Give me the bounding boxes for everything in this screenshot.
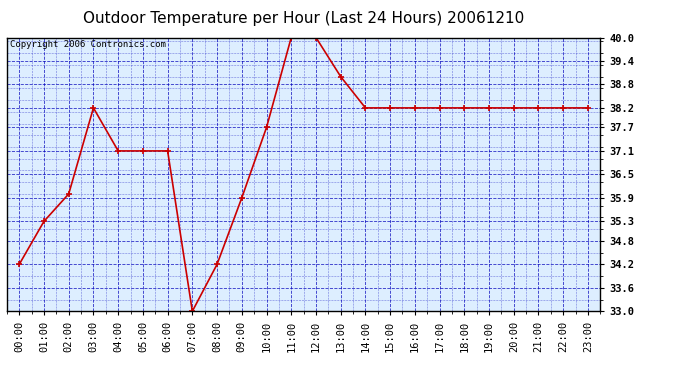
Text: Copyright 2006 Contronics.com: Copyright 2006 Contronics.com: [10, 40, 166, 49]
Text: Outdoor Temperature per Hour (Last 24 Hours) 20061210: Outdoor Temperature per Hour (Last 24 Ho…: [83, 11, 524, 26]
